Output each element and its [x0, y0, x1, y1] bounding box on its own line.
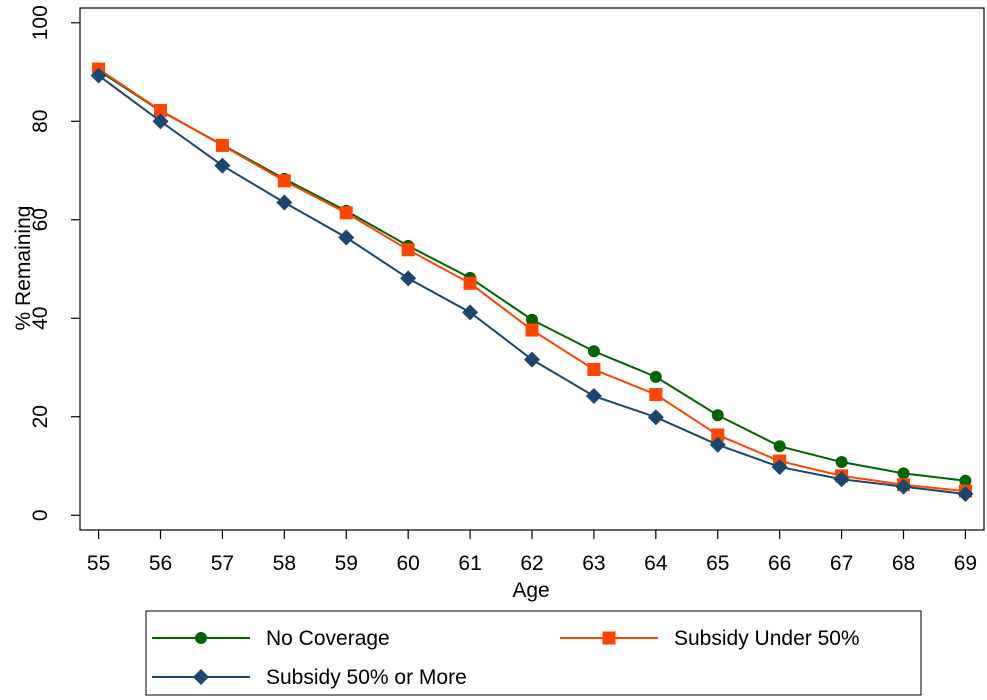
- y-tick-label: 80: [29, 110, 52, 133]
- y-tick-label: 60: [29, 208, 52, 231]
- point-subsidy-under-50: [587, 362, 601, 376]
- series-subsidy-under-50: [92, 62, 972, 498]
- series-no-coverage: [92, 64, 972, 487]
- x-tick-label: 61: [458, 552, 481, 575]
- x-tick-label: 59: [335, 552, 358, 575]
- point-subsidy-50-or-more: [771, 458, 788, 475]
- point-no-coverage: [711, 409, 724, 422]
- point-subsidy-50-or-more: [462, 304, 479, 321]
- x-axis-label: Age: [512, 579, 549, 602]
- y-tick-label: 40: [29, 307, 52, 330]
- point-no-coverage: [835, 456, 848, 469]
- y-tick-label: 100: [29, 5, 52, 40]
- point-subsidy-under-50: [525, 323, 539, 337]
- point-no-coverage: [897, 467, 910, 480]
- series-line-subsidy-under-50: [98, 68, 966, 493]
- point-subsidy-50-or-more: [338, 229, 355, 246]
- point-subsidy-50-or-more: [585, 388, 602, 405]
- point-subsidy-50-or-more: [709, 436, 726, 453]
- series-subsidy-50-or-more: [90, 67, 974, 503]
- legend-label: No Coverage: [266, 627, 390, 650]
- point-no-coverage: [526, 313, 538, 326]
- legend-item-no-coverage: No Coverage: [152, 627, 390, 650]
- legend-label: Subsidy 50% or More: [266, 666, 467, 689]
- legend-item-subsidy-50-or-more: Subsidy 50% or More: [152, 666, 467, 689]
- legend-label: Subsidy Under 50%: [674, 627, 860, 650]
- point-subsidy-under-50: [649, 388, 663, 402]
- point-no-coverage: [773, 440, 786, 453]
- plot-frame: [79, 7, 985, 531]
- plot-area: [90, 62, 974, 503]
- x-tick-label: 56: [149, 552, 172, 575]
- x-tick-label: 57: [211, 552, 234, 575]
- point-subsidy-under-50: [153, 103, 167, 117]
- point-no-coverage: [587, 345, 600, 358]
- point-subsidy-50-or-more: [400, 270, 417, 287]
- x-tick-label: 62: [520, 552, 543, 575]
- x-tick-label: 64: [644, 552, 668, 575]
- y-axis-label: % Remaining: [12, 206, 35, 331]
- point-subsidy-50-or-more: [647, 409, 664, 426]
- y-tick-label: 0: [29, 509, 52, 521]
- x-tick-label: 58: [273, 552, 296, 575]
- x-tick-label: 67: [830, 552, 853, 575]
- point-subsidy-under-50: [401, 243, 415, 257]
- point-subsidy-50-or-more: [276, 194, 293, 211]
- point-subsidy-50-or-more: [895, 478, 912, 495]
- series-line-no-coverage: [98, 69, 966, 482]
- series-line-subsidy-50-or-more: [97, 74, 966, 496]
- point-subsidy-under-50: [215, 138, 229, 152]
- y-tick-label: 20: [29, 405, 52, 428]
- legend-box: [145, 610, 922, 696]
- legend: No Coverage Subsidy Under 50% Subsidy 50% …: [145, 610, 922, 696]
- y-axis: 0 20 40 60 80 100: [29, 5, 80, 521]
- point-no-coverage: [649, 370, 662, 383]
- x-tick-label: 68: [892, 552, 915, 575]
- x-tick-label: 65: [706, 552, 729, 575]
- point-subsidy-under-50: [463, 276, 477, 290]
- point-subsidy-50-or-more: [524, 351, 540, 368]
- point-subsidy-50-or-more: [214, 157, 231, 174]
- point-subsidy-50-or-more: [833, 471, 850, 488]
- point-subsidy-under-50: [339, 206, 353, 220]
- point-subsidy-50-or-more: [152, 113, 169, 130]
- x-axis: 55 56 57 58 59 60 61 62 63 64 65 66 67 68 69: [87, 530, 977, 575]
- x-tick-label: 66: [768, 552, 791, 575]
- point-subsidy-50-or-more: [90, 67, 107, 84]
- x-tick-label: 60: [396, 552, 419, 575]
- point-no-coverage: [959, 474, 972, 487]
- x-tick-label: 69: [954, 552, 977, 575]
- point-subsidy-50-or-more: [957, 486, 974, 503]
- point-legend-subsidy-under-50: [602, 631, 616, 645]
- legend-item-subsidy-under-50: Subsidy Under 50%: [560, 627, 860, 650]
- x-tick-label: 55: [87, 552, 110, 575]
- point-legend-no-coverage: [195, 632, 207, 644]
- point-subsidy-under-50: [277, 174, 291, 188]
- x-tick-label: 63: [582, 552, 605, 575]
- point-legend-subsidy-50-or-more: [193, 669, 209, 685]
- point-subsidy-under-50: [711, 428, 725, 442]
